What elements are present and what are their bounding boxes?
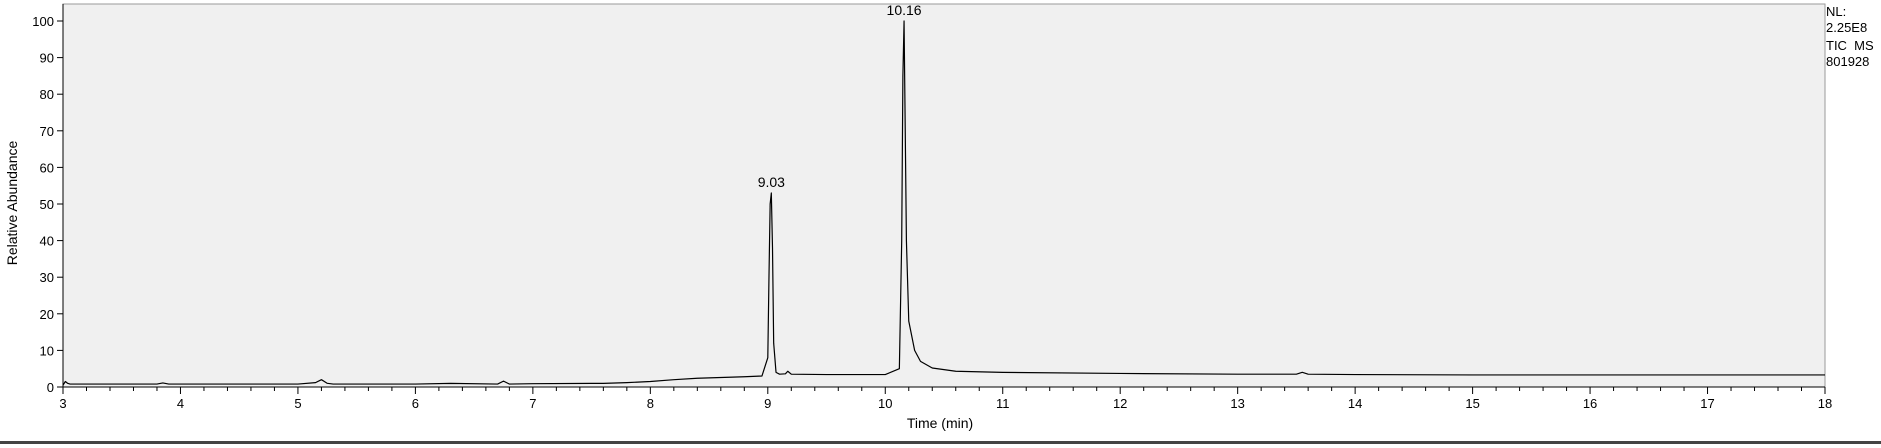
y-tick-label: 50 (40, 197, 54, 212)
x-tick-label: 18 (1818, 396, 1832, 411)
x-tick-label: 13 (1230, 396, 1244, 411)
x-tick-label: 12 (1113, 396, 1127, 411)
y-tick-label: 60 (40, 160, 54, 175)
y-tick-label: 40 (40, 234, 54, 249)
y-tick-label: 0 (47, 380, 54, 395)
peak-label: 10.16 (887, 2, 922, 18)
x-tick-label: 4 (177, 396, 184, 411)
x-tick-label: 6 (412, 396, 419, 411)
y-tick-label: 30 (40, 270, 54, 285)
x-tick-label: 7 (529, 396, 536, 411)
sample-id-label: 801928 (1826, 54, 1870, 69)
plot-area (62, 3, 1826, 388)
normalization-value: 2.25E8 (1826, 20, 1868, 35)
y-tick-label: 100 (32, 14, 54, 29)
x-tick-label: 17 (1700, 396, 1714, 411)
y-tick-label: 90 (40, 51, 54, 66)
x-tick-label: 3 (59, 396, 66, 411)
x-tick-label: 5 (294, 396, 301, 411)
peak-label: 9.03 (758, 174, 785, 190)
x-tick-label: 8 (647, 396, 654, 411)
y-tick-label: 80 (40, 87, 54, 102)
chromatogram-trace (62, 20, 1825, 386)
window-bottom-border (0, 441, 1881, 444)
x-tick-label: 10 (878, 396, 892, 411)
x-tick-label: 16 (1583, 396, 1597, 411)
x-tick-label: 14 (1348, 396, 1362, 411)
y-tick-label: 70 (40, 124, 54, 139)
x-tick-label: 9 (764, 396, 771, 411)
normalization-label: NL: (1826, 4, 1847, 19)
y-axis-title: Relative Abundance (4, 141, 20, 266)
y-tick-label: 10 (40, 343, 54, 358)
trace-type-label: TIC MS (1826, 38, 1874, 53)
x-axis-title: Time (min) (907, 415, 973, 431)
y-tick-label: 20 (40, 307, 54, 322)
x-tick-label: 11 (996, 396, 1010, 411)
x-tick-label: 15 (1465, 396, 1479, 411)
